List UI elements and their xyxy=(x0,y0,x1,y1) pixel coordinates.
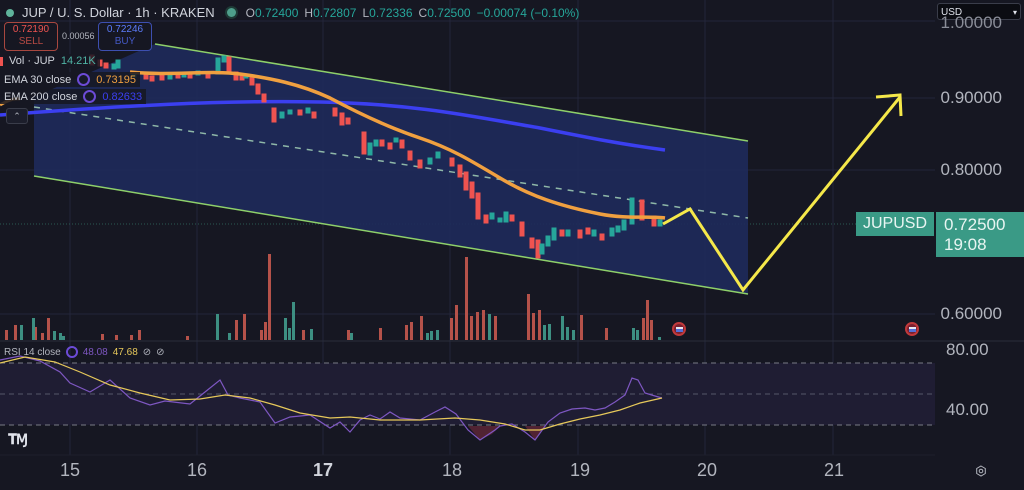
projection-arrowhead xyxy=(875,93,903,117)
sell-button[interactable]: 0.72190 SELL xyxy=(4,22,58,51)
tradingview-logo-icon[interactable]: 𝐓Ɱ xyxy=(8,431,28,447)
rsi-value: 48.08 xyxy=(82,346,108,358)
ema200-value: 0.82633 xyxy=(102,90,143,103)
legend-ema30[interactable]: EMA 30 close 0.73195 xyxy=(0,72,141,87)
rsi-legend[interactable]: RSI 14 close 48.08 47.68 ⊘ ⊘ xyxy=(4,346,165,358)
rsi-ma-value: 47.68 xyxy=(112,346,138,358)
change-value: −0.00074 (−0.10%) xyxy=(476,5,580,20)
currency-select[interactable]: USD ▾ xyxy=(937,3,1021,20)
settings-gear-icon[interactable] xyxy=(975,465,987,477)
legend-ema200[interactable]: EMA 200 close 0.82633 xyxy=(0,89,147,104)
buy-button[interactable]: 0.72246 BUY xyxy=(98,22,152,51)
buy-label: BUY xyxy=(114,36,136,47)
sell-price: 0.72190 xyxy=(12,24,50,35)
price-axis-label: 0.90000 xyxy=(940,88,1002,107)
open-value: 0.72400 xyxy=(255,5,299,20)
live-status-icon xyxy=(226,8,236,17)
time-axis-label: 20 xyxy=(696,460,718,480)
bar-countdown: 19:08 xyxy=(944,235,987,254)
symbol-title[interactable]: JUP / U. S. Dollar · 1h · KRAKEN xyxy=(22,5,215,20)
channel-upper-line xyxy=(154,43,749,142)
channel-fill xyxy=(34,44,748,294)
symbol-price-tag: JUPUSD xyxy=(856,212,934,236)
volume-bars xyxy=(5,254,661,340)
volume-color-icon xyxy=(0,56,3,66)
buy-price: 0.72246 xyxy=(106,24,144,35)
rsi-line xyxy=(0,355,663,441)
loading-cycle-icon xyxy=(83,90,97,103)
candles xyxy=(89,54,663,259)
time-axis-label: 17 xyxy=(312,460,334,480)
ema30-line xyxy=(129,70,666,220)
ema200-line xyxy=(0,99,666,152)
rsi-axis-label: 40.00 xyxy=(946,400,989,419)
time-axis-label: 15 xyxy=(59,460,81,480)
us-flag-event-icon[interactable] xyxy=(672,322,686,336)
sell-label: SELL xyxy=(18,36,44,47)
last-price-tag: 0.72500 19:08 xyxy=(936,212,1024,257)
legend-volume[interactable]: Vol · JUP 14.21K xyxy=(0,54,100,68)
price-axis-label: 0.60000 xyxy=(940,304,1002,323)
last-price: 0.72500 xyxy=(944,215,1006,234)
high-value: 0.72807 xyxy=(313,5,357,20)
chevron-up-icon: ⌃ xyxy=(13,111,21,121)
close-value: 0.72500 xyxy=(427,5,471,20)
loading-cycle-icon xyxy=(65,346,78,358)
hidden-value-icon: ⊘ xyxy=(156,346,165,358)
spread-value: 0.00056 xyxy=(62,31,95,41)
ohlc-values: O0.72400 H0.72807 L0.72336 C0.72500 −0.0… xyxy=(245,5,580,20)
ema30-value: 0.73195 xyxy=(96,73,137,86)
low-value: 0.72336 xyxy=(369,5,413,20)
hidden-value-icon: ⊘ xyxy=(142,346,152,358)
price-axis-label: 1.00000 xyxy=(940,13,1002,32)
loading-cycle-icon xyxy=(77,73,91,86)
symbol-header: JUP / U. S. Dollar · 1h · KRAKEN O0.7240… xyxy=(6,5,579,20)
price-axis-label: 0.80000 xyxy=(940,160,1002,179)
volume-value: 14.21K xyxy=(60,55,96,67)
rsi-ma-line xyxy=(0,356,663,431)
time-axis-label: 16 xyxy=(186,460,208,480)
time-axis-label: 19 xyxy=(569,460,591,480)
collapse-legend-button[interactable]: ⌃ xyxy=(6,108,28,124)
market-status-icon xyxy=(6,8,14,17)
channel-lower-line xyxy=(33,175,749,295)
time-axis-label: 21 xyxy=(823,460,845,480)
channel-mid-line xyxy=(33,106,749,219)
projection-path xyxy=(662,96,902,293)
time-axis-label: 18 xyxy=(441,460,463,480)
chevron-down-icon: ▾ xyxy=(1012,8,1017,17)
us-flag-event-icon[interactable] xyxy=(905,322,919,336)
rsi-axis-label: 80.00 xyxy=(946,340,989,359)
